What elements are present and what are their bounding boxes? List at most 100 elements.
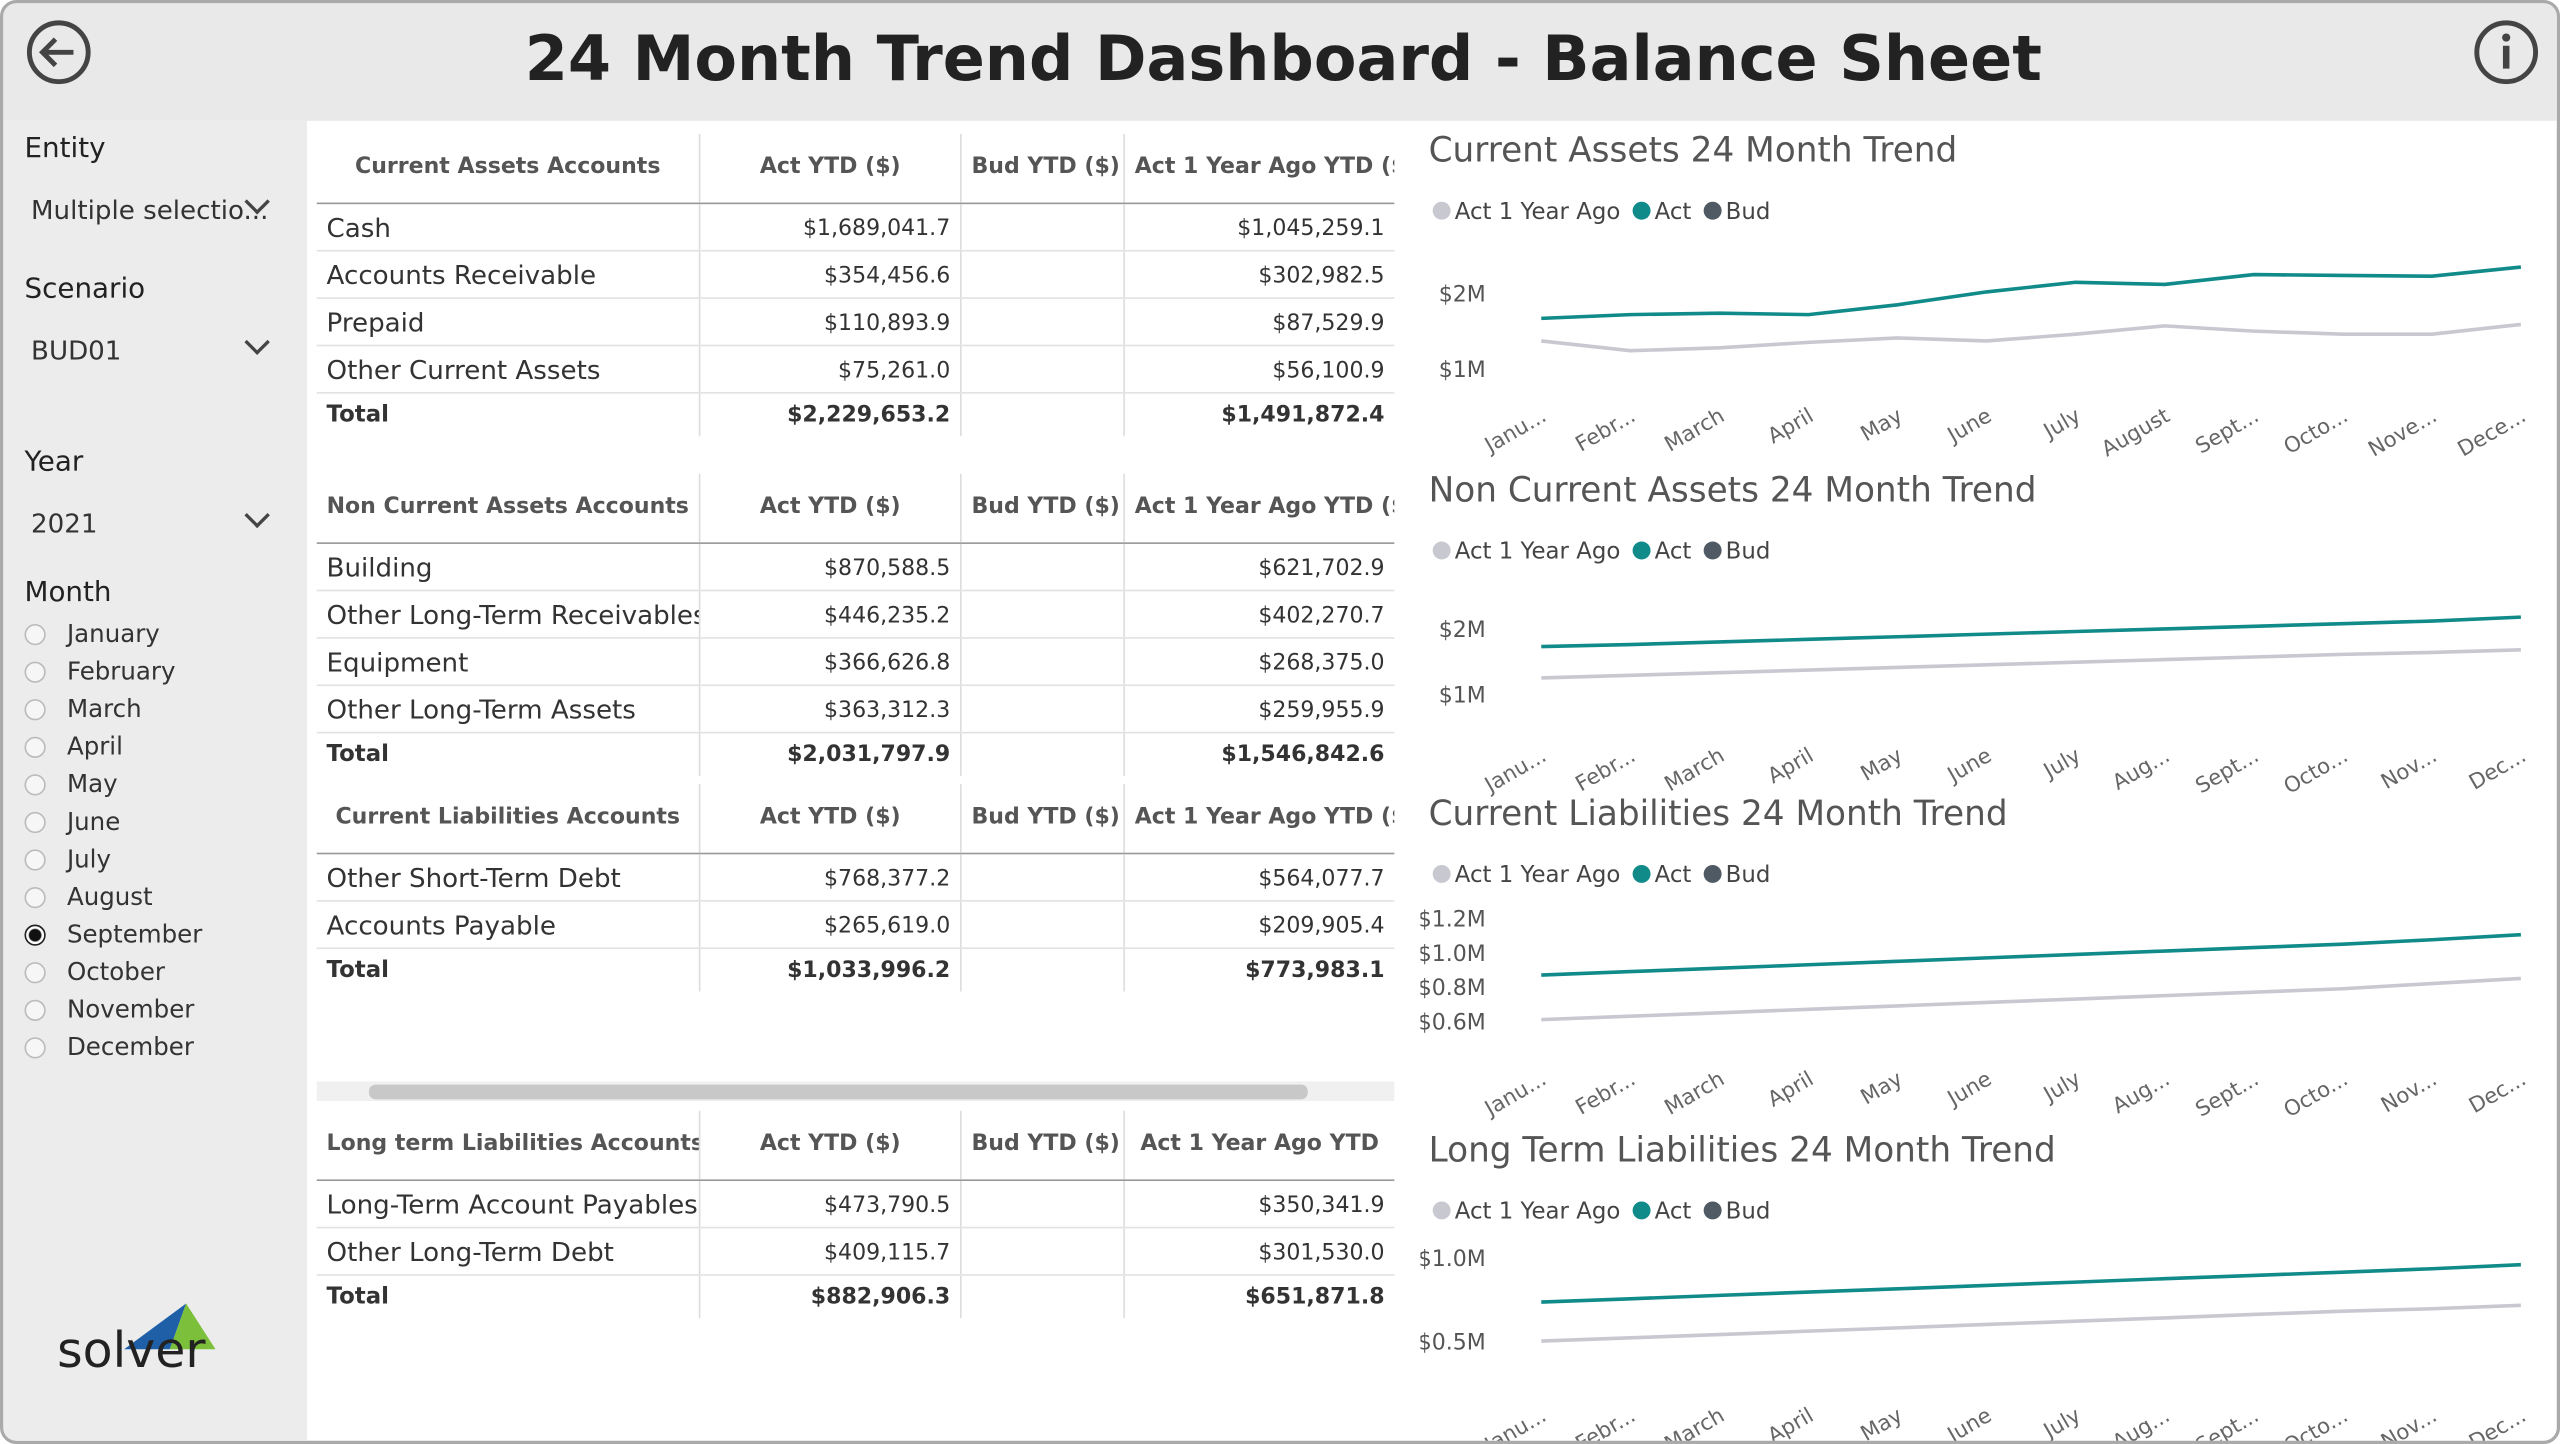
filter-label: Scenario	[24, 272, 146, 306]
legend-marker	[1703, 201, 1722, 220]
radio-button[interactable]	[24, 1037, 46, 1059]
table-row: Prepaid $110,893.9 $87,529.9	[316, 298, 1395, 347]
month-option[interactable]: September	[66, 919, 203, 950]
data-table: Long term Liabilities Accounts Act YTD ($…	[316, 1110, 1395, 1319]
table-header: Non Current Assets Accounts Act YTD ($) Bu…	[316, 473, 1395, 544]
radio-button[interactable]	[24, 811, 46, 834]
month-option[interactable]: May	[66, 769, 118, 799]
total-cell: $651,871.8	[1245, 1283, 1385, 1311]
total-cell: Total	[317, 1275, 701, 1319]
y-tick-label: $1.0M	[1420, 1247, 1485, 1272]
value-cell: $446,235.2	[700, 591, 962, 638]
radio-button[interactable]	[24, 623, 46, 646]
radio-button[interactable]	[24, 886, 46, 909]
month-option[interactable]: October	[66, 957, 165, 987]
total-cell: $882,906.3	[700, 1275, 962, 1319]
info-button[interactable]	[2470, 16, 2542, 88]
total-row: Total $2,031,797.9 $1,546,842.6	[317, 733, 1395, 776]
legend-label: Act	[1655, 199, 1692, 225]
month-option[interactable]: March	[66, 694, 142, 724]
legend-marker	[1632, 541, 1651, 560]
chart-title: Current Assets 24 Month Trend	[1429, 131, 1958, 171]
total-cell: Total	[317, 949, 701, 992]
month-option[interactable]: July	[66, 844, 111, 874]
dropdown-chevron[interactable]	[244, 329, 270, 355]
x-tick-label: Octo...	[2280, 1067, 2353, 1121]
total-cell: Total	[317, 733, 701, 776]
month-option[interactable]: February	[66, 656, 176, 687]
y-tick-label: $0.5M	[1420, 1330, 1485, 1355]
year-dropdown[interactable]: 2021	[31, 508, 98, 540]
radio-button[interactable]	[24, 924, 46, 946]
radio-button[interactable]	[24, 999, 46, 1021]
filter-label: Month	[24, 576, 112, 610]
series-line	[1541, 265, 2522, 321]
scenario-dropdown[interactable]: BUD01	[31, 334, 122, 366]
back-button[interactable]	[23, 16, 95, 88]
radio-button[interactable]	[24, 736, 46, 758]
table-header: Long term Liabilities Accounts Act YTD ($…	[316, 1110, 1395, 1182]
entity-dropdown[interactable]: Multiple selectio...	[31, 194, 269, 226]
x-tick-label: Nov...	[2377, 1403, 2441, 1444]
radio-button[interactable]	[24, 962, 46, 984]
table-row: Accounts Receivable $354,456.6 $302,982.5	[316, 251, 1395, 299]
month-option[interactable]: June	[66, 806, 121, 837]
chart-title: Long Term Liabilities 24 Month Trend	[1429, 1130, 2056, 1170]
x-tick-label: June	[1942, 1403, 1996, 1444]
chart-title: Non Current Assets 24 Month Trend	[1429, 470, 2037, 510]
value-cell: $302,982.5	[1258, 262, 1385, 290]
account-cell: Building	[317, 543, 701, 590]
x-tick-label: Aug...	[2108, 1067, 2174, 1119]
table-row: Other Long-Term Debt $409,115.7 $301,530.0	[316, 1228, 1395, 1276]
total-row: Total $882,906.3 $651,871.8	[317, 1275, 1395, 1319]
x-tick-label: Nov...	[2377, 743, 2441, 795]
value-cell: $363,312.3	[700, 686, 962, 732]
dropdown-chevron[interactable]	[244, 502, 270, 529]
legend-label: Act 1 Year Ago	[1455, 1199, 1621, 1225]
x-tick-label: Febr...	[1571, 1403, 1639, 1444]
legend-label: Act 1 Year Ago	[1455, 862, 1621, 888]
radio-button[interactable]	[24, 849, 46, 871]
x-tick-label: August	[2097, 403, 2174, 457]
account-cell: Prepaid	[317, 298, 701, 345]
account-cell: Cash	[317, 204, 701, 250]
month-option[interactable]: December	[66, 1032, 194, 1062]
scroll-thumb[interactable]	[368, 1084, 1308, 1100]
radio-button[interactable]	[24, 699, 46, 721]
x-tick-label: July	[2038, 743, 2085, 785]
table-row: Other Long-Term Receivables $446,235.2 $40…	[316, 591, 1395, 639]
column-header: Current Assets Accounts	[317, 133, 701, 203]
empty-cell	[962, 251, 1125, 298]
horizontal-scrollbar[interactable]	[316, 1081, 1395, 1101]
filter-label: Year	[24, 445, 84, 479]
value-cell: $350,341.9	[1258, 1192, 1385, 1219]
legend-marker	[1632, 864, 1651, 883]
radio-button[interactable]	[24, 661, 46, 683]
x-tick-label: Sept...	[2191, 743, 2263, 797]
month-option[interactable]: November	[66, 994, 195, 1025]
account-cell: Other Short-Term Debt	[317, 854, 701, 901]
line-chart: Non Current Assets 24 Month Trend Act 1 Y…	[1429, 470, 2531, 797]
month-option[interactable]: January	[66, 619, 160, 649]
month-option[interactable]: August	[66, 882, 153, 912]
legend-marker	[1432, 864, 1451, 883]
x-tick-label: May	[1857, 1067, 1907, 1111]
x-tick-label: May	[1857, 1403, 1907, 1444]
x-tick-label: Dec...	[2465, 1403, 2531, 1444]
legend-marker	[1432, 201, 1451, 220]
line-chart: Current Assets 24 Month Trend Act 1 Year …	[1429, 131, 2531, 458]
month-option[interactable]: April	[66, 731, 123, 762]
x-tick-label: July	[2038, 1067, 2085, 1109]
line-chart: Current Liabilities 24 Month Trend Act 1 …	[1420, 794, 2530, 1121]
table-row: Equipment $366,626.8 $268,375.0	[316, 638, 1395, 687]
x-tick-label: April	[1763, 403, 1817, 449]
total-cell: $1,033,996.2	[700, 949, 962, 992]
empty-cell	[962, 591, 1125, 638]
total-cell: $2,229,653.2	[700, 393, 962, 437]
x-tick-label: March	[1660, 403, 1729, 457]
x-tick-label: Janu...	[1479, 1403, 1551, 1444]
radio-button[interactable]	[24, 774, 46, 796]
x-tick-label: Aug...	[2108, 1403, 2174, 1444]
value-cell: $265,619.0	[700, 901, 962, 948]
total-cell: $773,983.1	[1245, 957, 1385, 984]
